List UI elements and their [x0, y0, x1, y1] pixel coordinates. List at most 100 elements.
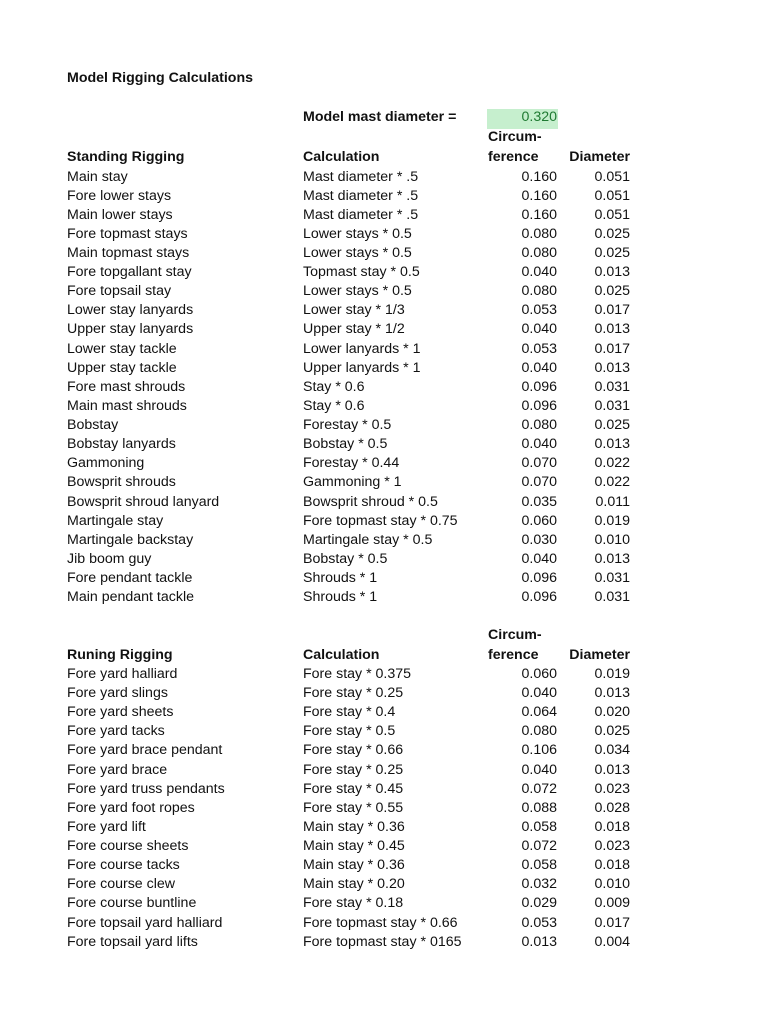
table-row-circumference: 0.160: [521, 206, 557, 223]
table-row-calculation: Fore topmast stay * 0165: [303, 933, 462, 950]
table-row-calculation: Lower stays * 0.5: [303, 283, 412, 300]
table-row-rigging-name: Main pendant tackle: [67, 589, 194, 606]
table-row-calculation: Topmast stay * 0.5: [303, 264, 420, 281]
table-row-diameter: 0.013: [594, 685, 630, 702]
diameter-header: Diameter: [569, 149, 630, 165]
table-row-rigging-name: Fore course clew: [67, 876, 176, 893]
table-row-calculation: Shrouds * 1: [303, 570, 378, 587]
table-row-diameter: 0.013: [594, 761, 630, 778]
table-row-calculation: Fore stay * 0.375: [303, 666, 412, 682]
table-row-circumference: 0.040: [521, 436, 557, 453]
table-row-circumference: 0.080: [521, 417, 557, 434]
table-row-diameter: 0.051: [594, 206, 630, 223]
table-row-rigging-name: Main lower stays: [67, 206, 173, 223]
table-row-diameter: 0.013: [594, 359, 630, 376]
table-row-diameter: 0.018: [594, 818, 630, 835]
table-row-calculation: Fore stay * 0.5: [303, 723, 396, 740]
table-row-rigging-name: Fore course tacks: [67, 857, 180, 874]
table-row-calculation: Main stay * 0.45: [303, 838, 405, 855]
circumference-header-top: Circum-: [488, 129, 542, 145]
table-row-circumference: 0.053: [521, 340, 557, 357]
table-row-circumference: 0.072: [521, 780, 557, 797]
table-row-diameter: 0.013: [594, 550, 630, 567]
table-row-rigging-name: Fore topsail stay: [67, 283, 172, 300]
table-row-calculation: Fore stay * 0.25: [303, 685, 404, 702]
calculation-header-running: Calculation: [303, 647, 380, 663]
table-row-diameter: 0.051: [594, 168, 630, 185]
table-row-calculation: Fore stay * 0.66: [303, 742, 404, 759]
table-row-diameter: 0.025: [594, 417, 630, 434]
table-row-circumference: 0.072: [521, 838, 557, 855]
table-row-diameter: 0.025: [594, 244, 630, 261]
table-row-circumference: 0.080: [521, 723, 557, 740]
circumference-header-bottom: ference: [488, 149, 539, 165]
table-row-circumference: 0.088: [521, 799, 557, 816]
table-row-rigging-name: Gammoning: [67, 455, 145, 472]
table-row-calculation: Main stay * 0.20: [303, 876, 405, 893]
table-row-circumference: 0.053: [521, 914, 557, 931]
table-row-circumference: 0.096: [521, 397, 557, 414]
diameter-header-running: Diameter: [569, 647, 630, 663]
table-row-calculation: Forestay * 0.5: [303, 417, 392, 434]
table-row-rigging-name: Fore yard lift: [67, 818, 146, 835]
table-row-diameter: 0.031: [594, 378, 630, 395]
table-row-diameter: 0.013: [594, 321, 630, 338]
mast-diameter-value: 0.320: [521, 109, 557, 125]
table-row-diameter: 0.017: [594, 340, 630, 357]
table-row-rigging-name: Fore yard truss pendants: [67, 780, 225, 797]
table-row-calculation: Mast diameter * .5: [303, 187, 419, 204]
table-row-calculation: Lower stays * 0.5: [303, 244, 412, 261]
table-row-rigging-name: Main mast shrouds: [67, 397, 187, 414]
circumference-header-top-running: Circum-: [488, 627, 542, 643]
table-row-circumference: 0.060: [521, 666, 557, 682]
table-row-calculation: Bobstay * 0.5: [303, 436, 388, 453]
table-row-rigging-name: Lower stay lanyards: [67, 302, 194, 319]
table-row-calculation: Mast diameter * .5: [303, 168, 419, 185]
table-row-diameter: 0.031: [594, 589, 630, 606]
table-row-circumference: 0.030: [521, 531, 557, 548]
table-row-circumference: 0.040: [521, 264, 557, 281]
table-row-calculation: Fore topmast stay * 0.66: [303, 914, 458, 931]
table-row-diameter: 0.013: [594, 436, 630, 453]
table-row-calculation: Upper stay * 1/2: [303, 321, 405, 338]
table-row-calculation: Fore stay * 0.18: [303, 895, 404, 912]
table-row-calculation: Bowsprit shroud * 0.5: [303, 493, 438, 510]
table-row-rigging-name: Bowsprit shrouds: [67, 474, 176, 491]
mast-diameter-cell[interactable]: [487, 109, 558, 129]
table-row-circumference: 0.032: [521, 876, 557, 893]
table-row-calculation: Main stay * 0.36: [303, 857, 405, 874]
table-row-circumference: 0.080: [521, 225, 557, 242]
table-row-rigging-name: Fore yard brace: [67, 761, 168, 778]
table-row-calculation: Forestay * 0.44: [303, 455, 400, 472]
circumference-header-bottom-running: ference: [488, 647, 539, 663]
table-row-calculation: Martingale stay * 0.5: [303, 531, 433, 548]
table-row-calculation: Bobstay * 0.5: [303, 550, 388, 567]
table-row-rigging-name: Main stay: [67, 168, 128, 185]
table-row-diameter: 0.020: [594, 704, 630, 721]
table-row-rigging-name: Jib boom guy: [67, 550, 152, 567]
table-row-diameter: 0.023: [594, 780, 630, 797]
table-row-rigging-name: Fore yard slings: [67, 685, 168, 702]
table-row-circumference: 0.160: [521, 168, 557, 185]
table-row-circumference: 0.035: [521, 493, 557, 510]
table-row-diameter: 0.011: [595, 493, 630, 510]
table-row-rigging-name: Fore yard tacks: [67, 723, 165, 740]
table-row-rigging-name: Upper stay tackle: [67, 359, 177, 376]
table-row-circumference: 0.096: [521, 589, 557, 606]
table-row-rigging-name: Fore course sheets: [67, 838, 189, 855]
table-row-rigging-name: Fore topmast stays: [67, 225, 188, 242]
table-row-circumference: 0.080: [521, 283, 557, 300]
table-row-calculation: Lower stays * 0.5: [303, 225, 412, 242]
standing-rigging-heading: Standing Rigging: [67, 149, 185, 165]
table-row-diameter: 0.025: [594, 723, 630, 740]
table-row-calculation: Fore stay * 0.25: [303, 761, 404, 778]
table-row-rigging-name: Fore pendant tackle: [67, 570, 193, 587]
table-row-circumference: 0.060: [521, 512, 557, 529]
table-row-calculation: Stay * 0.6: [303, 397, 365, 414]
table-row-rigging-name: Bobstay lanyards: [67, 436, 176, 453]
table-row-calculation: Lower stay * 1/3: [303, 302, 405, 319]
table-row-rigging-name: Fore course buntline: [67, 895, 197, 912]
table-row-circumference: 0.160: [521, 187, 557, 204]
table-row-rigging-name: Fore yard halliard: [67, 666, 178, 682]
table-row-calculation: Upper lanyards * 1: [303, 359, 421, 376]
